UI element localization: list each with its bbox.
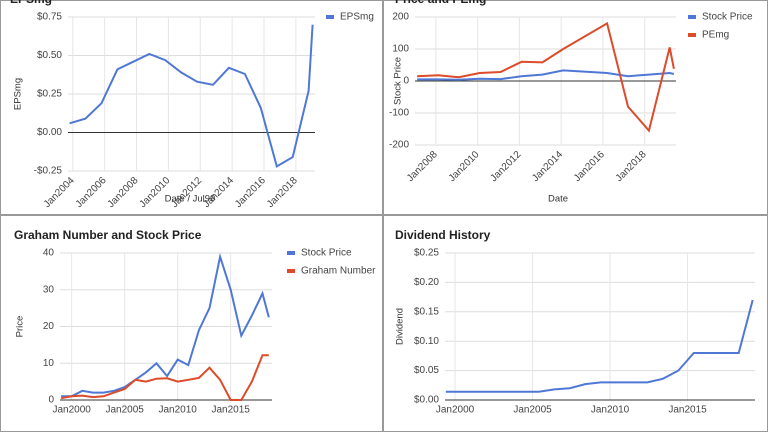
x-axis-title: Date — [548, 194, 568, 205]
data-line — [60, 354, 269, 401]
y-tick-label: 30 — [43, 284, 55, 295]
x-tick-label: Jan2010 — [591, 405, 630, 416]
y-tick-label: $0.20 — [414, 277, 439, 288]
y-tick-label: $0.00 — [414, 395, 439, 406]
chart-title: Graham Number and Stock Price — [14, 228, 202, 242]
x-tick-label: Jan2000 — [436, 405, 475, 416]
y-tick-label: $0.50 — [37, 50, 62, 61]
y-tick-label: -100 — [389, 108, 409, 119]
data-line — [69, 24, 314, 168]
y-tick-label: 20 — [43, 321, 55, 332]
y-tick-label: $0.10 — [414, 336, 439, 347]
y-tick-label: 100 — [392, 44, 409, 55]
y-tick-label: -200 — [389, 140, 409, 151]
chart-title: EPSmg — [10, 0, 52, 6]
legend-label: Graham Number — [301, 266, 376, 277]
data-line — [61, 252, 270, 398]
y-tick-label: $0.75 — [37, 12, 62, 23]
y-tick-label: $0.05 — [414, 365, 439, 376]
legend-label: Stock Price — [301, 248, 352, 259]
chart-title: Dividend History — [395, 228, 491, 242]
y-axis-title: Dividend — [395, 308, 406, 345]
x-tick-label: Jan2010 — [158, 405, 197, 416]
y-tick-label: 200 — [392, 12, 409, 23]
y-tick-label: 0 — [403, 76, 409, 87]
y-tick-label: 0 — [48, 395, 54, 406]
panel — [0, 0, 383, 215]
x-tick-label: Jan2005 — [513, 405, 552, 416]
x-tick-label: Jan2015 — [211, 405, 250, 416]
y-tick-label: $0.25 — [37, 89, 62, 100]
y-axis-title: EPSmg — [13, 78, 24, 110]
y-tick-label: $0.00 — [37, 127, 62, 138]
legend-label: EPSmg — [340, 12, 374, 23]
data-line — [417, 69, 675, 81]
x-tick-label: Jan2005 — [105, 405, 144, 416]
data-line — [445, 299, 754, 393]
y-tick-label: 10 — [43, 358, 55, 369]
y-tick-label: $0.25 — [414, 248, 439, 259]
y-axis-title: Stock Price — [393, 57, 404, 105]
x-tick-label: Jan2015 — [668, 405, 707, 416]
data-line — [417, 21, 675, 133]
y-tick-label: $0.15 — [414, 306, 439, 317]
x-axis-title: Date / Jul99 — [165, 194, 216, 205]
y-axis-title: Price — [15, 316, 26, 338]
legend-label: PEmg — [702, 30, 729, 41]
y-tick-label: -$0.25 — [34, 166, 63, 177]
panel — [383, 0, 768, 215]
legend-label: Stock Price — [702, 12, 753, 23]
panel — [383, 215, 768, 432]
chart-title: Price and PEmg — [395, 0, 486, 6]
y-tick-label: 40 — [43, 248, 55, 259]
x-tick-label: Jan2000 — [52, 405, 91, 416]
